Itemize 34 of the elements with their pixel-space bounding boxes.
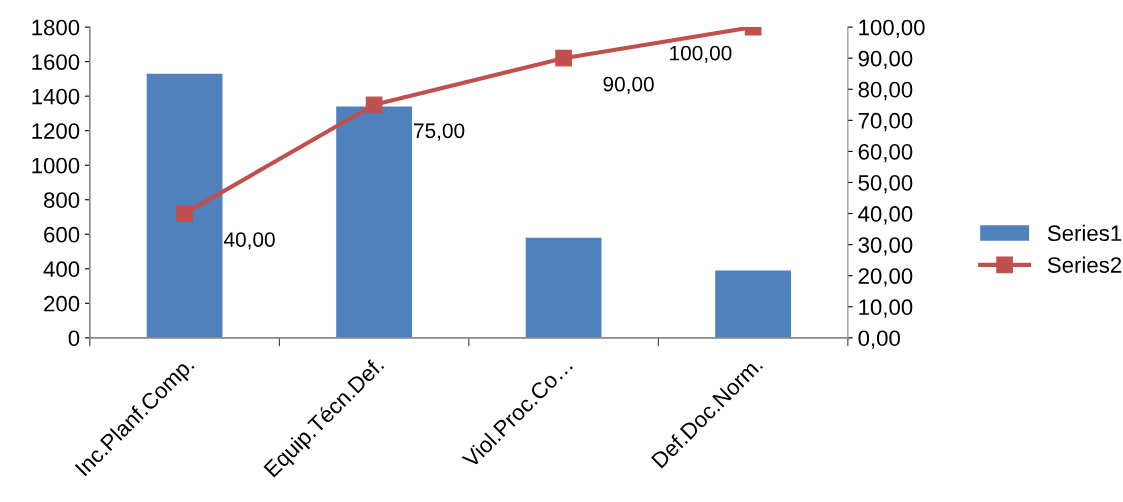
y2-tick-label: 30,00 (858, 237, 913, 256)
y2-tick-label: 70,00 (858, 112, 913, 132)
y2-tick-label: 60,00 (858, 143, 913, 163)
y-tick-label: 1200 (32, 123, 80, 139)
point (176, 205, 193, 222)
y-tick-label: 800 (44, 192, 80, 209)
y2-tick-label: 40,00 (858, 206, 913, 225)
data-label: 100,00 (670, 45, 732, 63)
data-label: 90,00 (603, 76, 654, 95)
legend-label: Series1 (1047, 224, 1122, 242)
bar (715, 270, 792, 338)
y-tick-label: 1600 (32, 54, 80, 70)
bar (525, 237, 602, 338)
y-tick-label: 600 (44, 226, 80, 243)
y-tick-label: 1000 (32, 157, 80, 174)
y2-tick-label: 0,00 (858, 330, 900, 349)
bar (336, 106, 412, 338)
y2-tick-label: 80,00 (858, 81, 913, 101)
y-tick-label: 0 (68, 330, 80, 347)
point (365, 96, 383, 114)
y2-tick-label: 10,00 (859, 299, 913, 318)
data-label: 40,00 (223, 232, 275, 250)
y-tick-label: 400 (43, 261, 80, 278)
y-tick-label: 1400 (32, 88, 80, 105)
y2-tick-label: 100,00 (859, 19, 925, 38)
y2-tick-label: 50,00 (858, 175, 913, 194)
y2-tick-label: 20,00 (858, 268, 913, 287)
legend-label: Series2 (1047, 256, 1122, 273)
y2-tick-label: 90,00 (858, 50, 913, 70)
y-tick-label: 200 (44, 295, 80, 312)
bar (146, 73, 223, 338)
point (555, 49, 572, 67)
data-label: 75,00 (414, 123, 465, 141)
y-tick-label: 1800 (32, 19, 80, 36)
